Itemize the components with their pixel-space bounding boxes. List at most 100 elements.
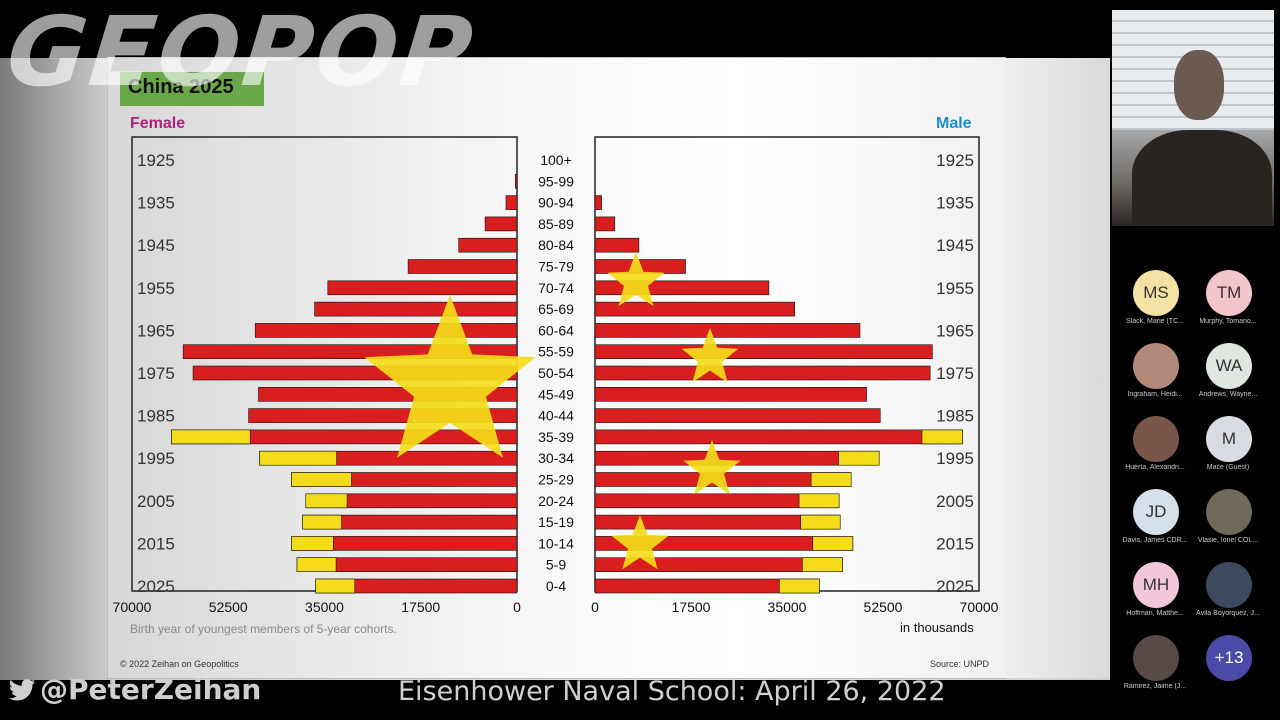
participant-tile[interactable]: M Mace (Guest) [1192, 416, 1264, 484]
male-label: Male [936, 115, 972, 132]
participant-photo [1133, 635, 1179, 681]
male-bar [594, 216, 616, 232]
age-group-label: 10-14 [538, 535, 574, 551]
birth-year-label-left: 2005 [137, 492, 175, 511]
speaker-head [1174, 50, 1224, 120]
age-group-label: 30-34 [538, 450, 574, 466]
participant-name: Ingraham, Heidi... [1127, 391, 1183, 398]
age-group-label: 20-24 [538, 493, 574, 509]
footnote-birth-year: Birth year of youngest members of 5-year… [130, 622, 397, 636]
participant-name: Slack, Marie (TC... [1126, 318, 1184, 325]
participant-name: Andrews, Wayne... [1198, 391, 1258, 398]
age-group-label: 100+ [540, 152, 572, 168]
participant-tile[interactable]: MS Slack, Marie (TC... [1119, 270, 1191, 338]
age-group-label: 50-54 [538, 365, 574, 381]
x-tick-label-female: 52500 [209, 599, 248, 615]
participant-tile[interactable]: MH Hoffman, Matthe... [1119, 562, 1191, 630]
title-box [120, 72, 264, 106]
participant-tile[interactable]: WA Andrews, Wayne... [1192, 343, 1264, 411]
participant-tile[interactable]: Ramirez, Jaime (J... [1119, 635, 1191, 703]
age-group-label: 90-94 [538, 195, 574, 211]
flag-star-small [683, 440, 741, 495]
female-bar [458, 237, 518, 253]
birth-year-label-left: 1925 [137, 151, 175, 170]
age-group-label: 0-4 [546, 578, 566, 594]
more-participants-button[interactable]: +13 [1192, 635, 1264, 703]
x-tick-label-male: 35000 [768, 599, 807, 615]
male-bar [594, 344, 933, 360]
flag-star-small [607, 252, 665, 307]
geopop-watermark: GEOPOP [2, 0, 481, 108]
birth-year-label-right: 1955 [936, 279, 974, 298]
participant-photo [1206, 562, 1252, 608]
birth-year-label-right: 1935 [936, 194, 974, 213]
participant-photo [1206, 489, 1252, 535]
male-bar [594, 323, 861, 338]
female-bar [254, 323, 518, 338]
age-group-label: 25-29 [538, 472, 574, 488]
male-bar [594, 301, 795, 317]
birth-year-label-right: 2015 [936, 534, 974, 553]
twitter-handle-text: @PeterZeihan [40, 673, 262, 706]
birth-year-label-right: 1925 [936, 151, 974, 170]
participant-avatar: TM [1206, 270, 1252, 316]
x-tick-label-female: 0 [513, 599, 521, 615]
age-group-label: 60-64 [538, 322, 574, 338]
age-group-label: 5-9 [546, 557, 566, 573]
participant-tile[interactable]: TM Murphy, Tomano... [1192, 270, 1264, 338]
participant-tile[interactable]: Avila Boyorquez, J... [1192, 562, 1264, 630]
male-bar [594, 195, 602, 210]
participant-photo [1133, 343, 1179, 389]
source: Source: UNPD [930, 659, 990, 669]
participant-tile[interactable]: JD Davis, James CDR... [1119, 489, 1191, 557]
birth-year-label-right: 1945 [936, 236, 974, 255]
female-bar-highlight [171, 429, 251, 445]
participant-name: Huerta, Alexandri... [1125, 464, 1185, 471]
participant-avatar: MH [1133, 562, 1179, 608]
male-bar-highlight [802, 557, 843, 573]
male-bar [594, 386, 867, 402]
participant-name: Murphy, Tomano... [1199, 318, 1257, 325]
male-bar [594, 408, 881, 423]
x-tick-label-male: 17500 [672, 599, 711, 615]
age-group-label: 85-89 [538, 216, 574, 232]
female-bar [484, 216, 518, 232]
birth-year-label-left: 1975 [137, 364, 175, 383]
birth-year-label-left: 1985 [137, 407, 175, 426]
birth-year-label-left: 1965 [137, 321, 175, 340]
male-bar-highlight [921, 429, 963, 445]
x-tick-label-male: 52500 [864, 599, 903, 615]
participant-name: Vlasie, Ionel COL... [1197, 537, 1259, 544]
x-tick-label-female: 70000 [113, 599, 152, 615]
age-group-label: 65-69 [538, 301, 574, 317]
participant-name: Avila Boyorquez, J... [1196, 610, 1260, 617]
male-bar-highlight [798, 493, 840, 509]
participant-name: Mace (Guest) [1206, 464, 1250, 471]
female-bar [314, 301, 518, 317]
male-bar-highlight [779, 578, 820, 594]
birth-year-label-right: 1965 [936, 321, 974, 340]
participant-tile[interactable]: Huerta, Alexandri... [1119, 416, 1191, 484]
event-caption: Eisenhower Naval School: April 26, 2022 [398, 676, 946, 707]
female-bar-highlight [315, 578, 356, 594]
birth-year-label-right: 2025 [936, 577, 974, 596]
male-bar [594, 429, 963, 445]
participant-tile[interactable]: Vlasie, Ionel COL... [1192, 489, 1264, 557]
x-tick-label-female: 17500 [401, 599, 440, 615]
female-bar [515, 174, 518, 189]
slide-edge [1005, 58, 1110, 678]
female-bar [505, 195, 518, 210]
age-group-label: 35-39 [538, 429, 574, 445]
birth-year-label-left: 1935 [137, 194, 175, 213]
twitter-handle: @PeterZeihan [8, 673, 261, 706]
birth-year-label-right: 1995 [936, 449, 974, 468]
female-label: Female [130, 115, 186, 132]
female-bar-highlight [296, 557, 337, 573]
x-tick-label-male: 0 [591, 599, 599, 615]
female-bar-highlight [259, 450, 337, 466]
participant-tile[interactable]: Ingraham, Heidi... [1119, 343, 1191, 411]
birth-year-label-left: 1945 [137, 236, 175, 255]
female-bar-highlight [291, 536, 334, 551]
